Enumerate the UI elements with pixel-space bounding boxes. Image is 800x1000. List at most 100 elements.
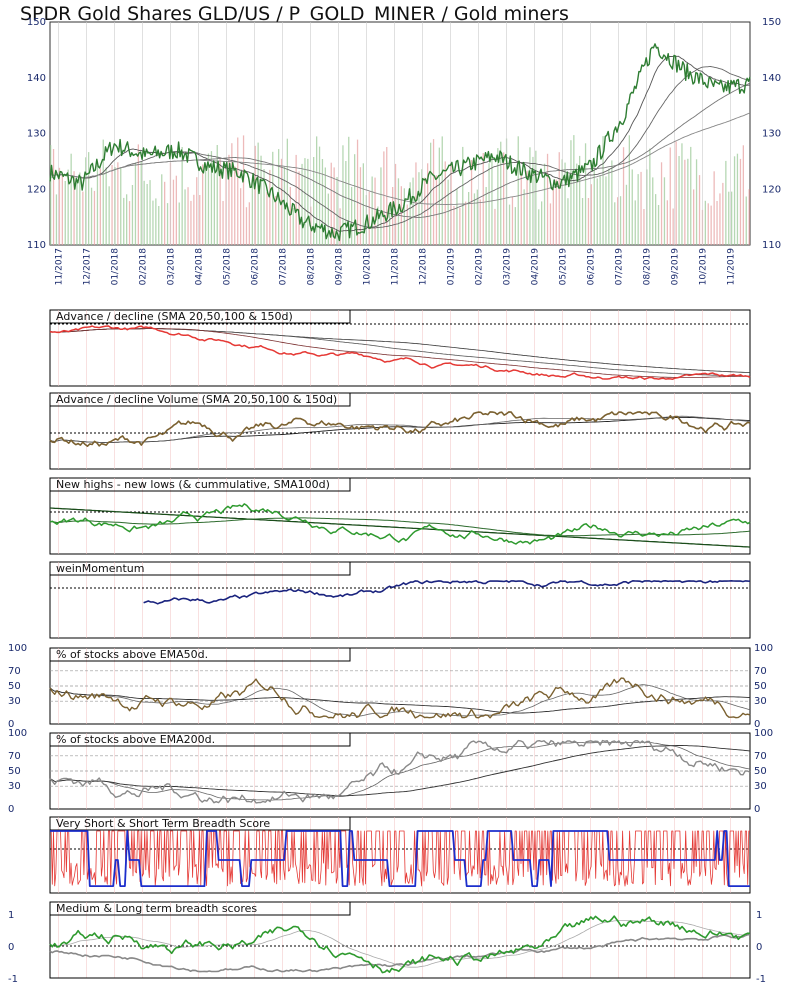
- volume-bar: [707, 203, 709, 245]
- price-sma-150: [49, 112, 751, 205]
- volume-bar: [178, 202, 180, 245]
- pct-ytick-left: 50: [8, 681, 21, 692]
- date-tick-label: 03/2019: [502, 248, 512, 286]
- pct-ytick-left: 70: [8, 751, 21, 762]
- date-tick-label: 11/2017: [54, 248, 64, 285]
- volume-bar: [435, 175, 438, 245]
- volume-bar: [219, 158, 221, 245]
- volume-bar: [619, 196, 622, 245]
- price-ytick-right: 110: [762, 240, 781, 251]
- volume-bar: [430, 142, 432, 245]
- volume-bar: [231, 143, 233, 245]
- price-ytick-right: 140: [762, 73, 781, 84]
- volume-bar: [409, 182, 411, 245]
- volume-bar: [55, 194, 58, 245]
- price-plot-area: [49, 21, 751, 246]
- pct-ytick-left: 100: [8, 728, 27, 739]
- volume-bar: [272, 151, 274, 245]
- volume-bar: [406, 204, 408, 245]
- volume-bar: [99, 168, 101, 245]
- volume-bar: [482, 153, 484, 245]
- volume-bar: [245, 207, 248, 245]
- volume-bar: [164, 181, 166, 245]
- date-tick-label: 05/2019: [558, 248, 568, 286]
- volume-bar: [266, 192, 268, 245]
- volume-bar: [304, 158, 306, 245]
- sub-panels: Advance / decline (SMA 20,50,100 & 150d)…: [8, 309, 773, 985]
- volume-bar: [389, 203, 391, 245]
- volume-bar: [96, 163, 99, 245]
- panel-2: Advance / decline Volume (SMA 20,50,100 …: [49, 392, 751, 470]
- volume-bar: [634, 200, 636, 245]
- date-tick-label: 12/2018: [418, 248, 428, 286]
- volume-bar: [354, 154, 356, 245]
- volume-bar: [263, 169, 265, 245]
- volume-bar: [541, 201, 543, 245]
- volume-bar: [576, 163, 578, 245]
- volume-bar: [470, 160, 473, 245]
- volume-bar: [567, 198, 569, 245]
- volume-bar: [462, 146, 464, 245]
- volume-bar: [663, 177, 666, 245]
- panel-5: % of stocks above EMA50d. 0 0 30 30 50 50 70 70 1…: [8, 643, 773, 730]
- volume-bar: [123, 197, 125, 245]
- volume-bar: [254, 145, 256, 245]
- volume-bar: [418, 172, 420, 245]
- ad-sma50: [49, 328, 750, 378]
- volume-bar: [655, 194, 657, 245]
- panel-title: % of stocks above EMA50d.: [56, 648, 208, 661]
- volume-bar: [558, 152, 560, 245]
- date-tick-label: 07/2019: [614, 248, 624, 286]
- volume-bar: [137, 144, 139, 245]
- volume-bar: [237, 137, 239, 245]
- volume-bar: [529, 147, 531, 245]
- volume-bar: [64, 181, 66, 245]
- medium-term-score-line: [49, 915, 751, 974]
- volume-bar: [570, 140, 572, 245]
- volume-bar: [733, 156, 736, 245]
- volume-bar: [324, 167, 326, 245]
- volume-bar: [102, 139, 104, 245]
- volume-bar: [728, 191, 730, 245]
- volume-bar: [149, 180, 151, 245]
- volume-bar: [161, 174, 163, 245]
- volume-bar: [465, 201, 467, 245]
- pct-line: [49, 677, 751, 719]
- price-ytick-right: 150: [762, 17, 781, 28]
- panel-frame: [49, 561, 751, 639]
- volume-bar: [546, 153, 549, 245]
- volume-bar: [584, 143, 587, 245]
- price-ytick-left: 130: [27, 129, 46, 140]
- volume-bar: [497, 148, 499, 245]
- volume-bar: [152, 200, 154, 245]
- volume-bar: [412, 177, 414, 245]
- volume-bar: [532, 156, 534, 245]
- date-tick-label: 10/2018: [362, 248, 372, 286]
- adv-line: [49, 411, 751, 448]
- volume-bar: [339, 208, 341, 245]
- volume-bar: [590, 184, 592, 245]
- volume-bar: [172, 179, 175, 245]
- long-term-score-line: [49, 933, 750, 973]
- volume-bar: [675, 141, 677, 245]
- volume-bar: [508, 204, 511, 245]
- volume-bar: [605, 176, 607, 245]
- panel-title: Advance / decline Volume (SMA 20,50,100 …: [56, 393, 337, 406]
- panel-title-tab: [50, 733, 351, 747]
- volume-bar: [731, 191, 733, 245]
- panel-8: Medium & Long term breadth scores -1 -1 0 0 1…: [8, 901, 766, 985]
- volume-bar: [625, 184, 628, 245]
- volume-bar: [362, 163, 364, 245]
- volume-bar: [175, 175, 177, 245]
- volume-bar: [327, 193, 329, 245]
- volume-bar: [725, 160, 727, 245]
- volume-bar: [204, 166, 207, 245]
- volume-bar: [257, 142, 259, 245]
- volume-bar: [716, 201, 718, 245]
- volume-bar: [143, 180, 145, 245]
- volume-bar: [669, 147, 671, 245]
- volume-bar: [67, 169, 69, 245]
- volume-bar: [70, 153, 72, 245]
- date-tick-label: 04/2019: [530, 248, 540, 286]
- volume-bar: [117, 162, 119, 245]
